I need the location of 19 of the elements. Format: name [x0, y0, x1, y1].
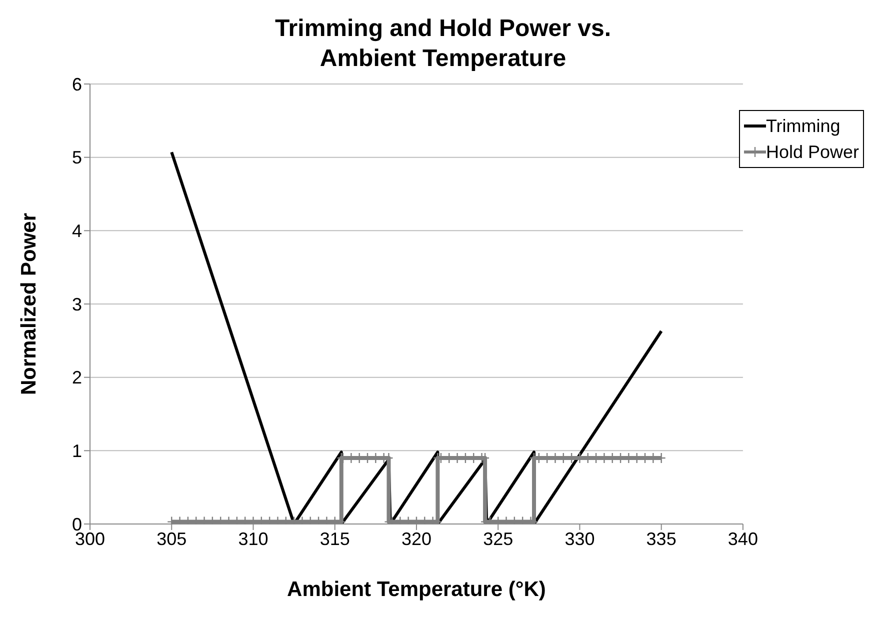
y-axis-title: Normalized Power — [17, 212, 40, 396]
x-tick-label: 325 — [483, 528, 514, 549]
x-tick-label: 310 — [238, 528, 268, 549]
y-tick-label: 4 — [72, 221, 82, 242]
y-tick-label: 2 — [72, 368, 82, 388]
x-tick-label: 330 — [564, 528, 595, 549]
y-tick-label: 1 — [72, 441, 82, 462]
x-tick-label: 335 — [646, 528, 676, 549]
y-tick-label: 6 — [72, 74, 82, 94]
x-tick-label: 320 — [401, 528, 432, 549]
legend-label: Trimming — [766, 115, 840, 138]
chart-title: Trimming and Hold Power vs. Ambient Temperature — [274, 14, 612, 74]
y-tick-label: 5 — [72, 148, 82, 168]
x-tick-label: 340 — [728, 528, 758, 549]
y-tick-label: 3 — [72, 294, 82, 314]
x-tick-label: 315 — [320, 528, 350, 549]
x-tick-label: 305 — [156, 528, 187, 549]
legend-label: Hold Power — [766, 141, 859, 164]
x-axis-title: Ambient Temperature (°K) — [287, 578, 546, 601]
